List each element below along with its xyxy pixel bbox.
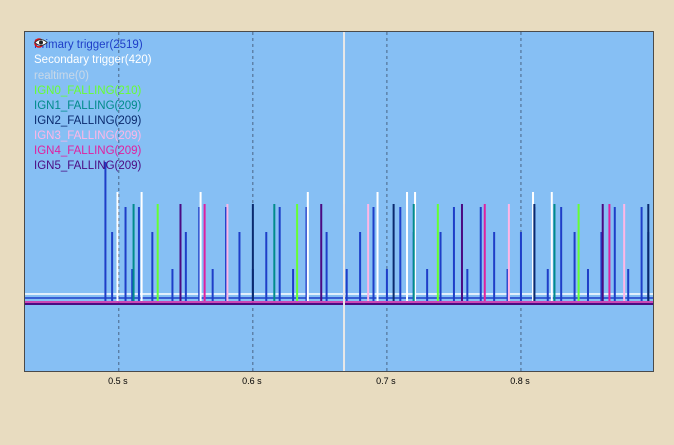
eye-icon[interactable] <box>34 39 170 65</box>
eye-icon[interactable] <box>34 39 161 50</box>
legend-label: IGN4_FALLING(209) <box>34 145 142 157</box>
legend-item[interactable]: Primary trigger(2519) <box>34 38 170 53</box>
legend-item[interactable]: IGN0_FALLING(210) <box>34 39 170 99</box>
x-tick-label: 0.5 s <box>108 376 128 386</box>
eye-icon[interactable] <box>34 39 159 171</box>
legend-label: IGN1_FALLING(209) <box>34 100 142 112</box>
eye-icon[interactable] <box>34 39 159 111</box>
legend-label: Secondary trigger(420) <box>34 54 152 66</box>
legend-item[interactable]: Secondary trigger(420) <box>34 39 170 68</box>
legend-label: IGN5_FALLING(209) <box>34 160 142 172</box>
plot-canvas[interactable] <box>25 32 654 372</box>
eye-icon[interactable] <box>34 39 159 126</box>
x-tick-label: 0.8 s <box>510 376 530 386</box>
eye-icon[interactable] <box>34 39 159 141</box>
legend-label: realtime(0) <box>34 69 89 82</box>
eye-icon[interactable] <box>34 39 107 81</box>
eye-icon[interactable] <box>34 39 159 156</box>
x-axis: 0.5 s 0.6 s 0.7 s 0.8 s <box>24 372 654 392</box>
legend-item[interactable]: IGN3_FALLING(209) <box>34 39 170 144</box>
legend-label: IGN3_FALLING(209) <box>34 130 142 142</box>
legend-item[interactable]: IGN4_FALLING(209) <box>34 39 170 159</box>
legend-label: Primary trigger(2519) <box>34 39 143 51</box>
legend-item[interactable]: IGN2_FALLING(209) <box>34 39 170 129</box>
legend-item[interactable]: IGN5_FALLING(209) <box>34 39 170 174</box>
eye-icon[interactable] <box>34 39 159 96</box>
legend: Primary trigger(2519) Secondary trigger(4… <box>34 38 170 174</box>
legend-label: IGN0_FALLING(210) <box>34 85 142 97</box>
legend-item[interactable]: IGN1_FALLING(209) <box>34 39 170 114</box>
x-tick-label: 0.6 s <box>242 376 262 386</box>
x-tick-label: 0.7 s <box>376 376 396 386</box>
timing-plot[interactable]: Primary trigger(2519) Secondary trigger(4… <box>24 31 654 372</box>
legend-label: IGN2_FALLING(209) <box>34 115 142 127</box>
legend-item[interactable]: realtime(0) <box>34 38 170 84</box>
